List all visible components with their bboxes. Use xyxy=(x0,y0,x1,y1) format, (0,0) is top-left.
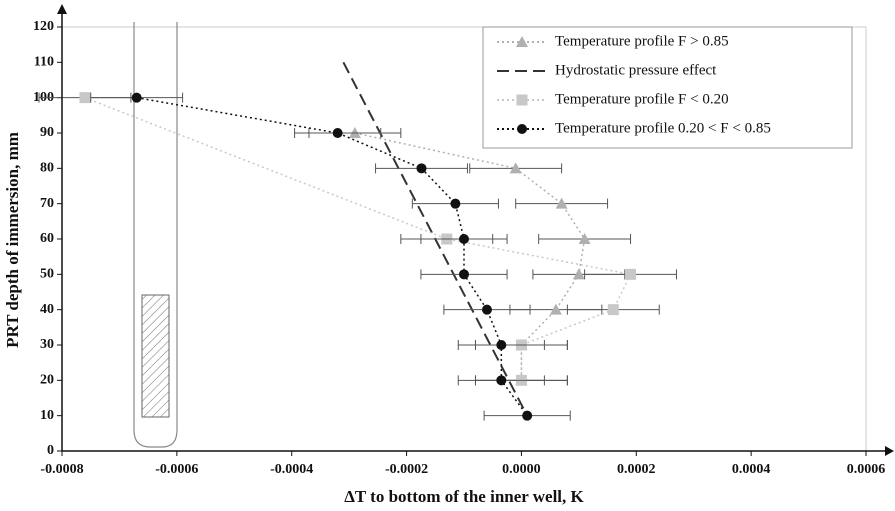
y-tick-label: 50 xyxy=(40,267,54,282)
legend-label: Hydrostatic pressure effect xyxy=(555,62,717,78)
point xyxy=(555,197,568,209)
point xyxy=(79,92,91,104)
series xyxy=(308,127,632,386)
point xyxy=(516,94,528,106)
legend: Temperature profile F > 0.85 Hydrostatic … xyxy=(497,33,771,136)
y-tick-label: 30 xyxy=(40,337,54,352)
point xyxy=(516,36,528,47)
sensor xyxy=(141,294,170,418)
point xyxy=(459,234,469,244)
plot xyxy=(38,61,677,421)
x-tick-label: -0.0008 xyxy=(40,462,83,477)
y-tick-label: 90 xyxy=(40,125,54,140)
y-tick-label: 120 xyxy=(33,19,54,34)
y-tick-label: 0 xyxy=(47,443,54,458)
point xyxy=(332,128,343,138)
point xyxy=(496,340,507,350)
grid: -0.0008 -0.0006 -0.0004 -0.0002 0.0000 0.0002… xyxy=(33,19,885,477)
y-arrow xyxy=(57,4,67,14)
y-tick-label: 20 xyxy=(40,373,54,388)
legend-label: Temperature profile F < 0.20 xyxy=(555,91,729,107)
point xyxy=(625,268,637,280)
point xyxy=(578,233,591,244)
x-tick-label: 0.0006 xyxy=(847,462,886,477)
y-tick-label: 60 xyxy=(40,231,54,246)
point xyxy=(517,124,527,134)
y-tick-label: 70 xyxy=(40,196,54,211)
x-tick-label: 0.0004 xyxy=(732,462,771,477)
point xyxy=(509,162,522,174)
y-tick-label: 40 xyxy=(40,302,54,317)
x-tick-label: -0.0002 xyxy=(385,462,428,477)
point xyxy=(131,92,142,103)
point xyxy=(607,304,619,316)
series xyxy=(90,92,571,421)
point xyxy=(496,375,507,386)
y-tick-label: 80 xyxy=(40,161,54,176)
x-tick-label: 0.0002 xyxy=(617,462,656,477)
point xyxy=(459,269,469,280)
inner-well xyxy=(133,22,178,448)
legend-label: Temperature profile F > 0.85 xyxy=(555,33,729,49)
y-tick-label: 10 xyxy=(40,408,54,423)
point xyxy=(549,303,562,315)
x-arrow xyxy=(885,446,894,456)
x-axis-label: ΔT to bottom of the inner well, K xyxy=(344,487,584,506)
x-tick-label: -0.0006 xyxy=(155,462,198,477)
legend-box xyxy=(482,26,853,149)
point xyxy=(572,268,585,280)
point xyxy=(450,198,461,209)
y-tick-label: 110 xyxy=(34,55,54,70)
series-line xyxy=(136,96,528,417)
series-line xyxy=(84,96,632,381)
x-tick-label: 0.0000 xyxy=(502,462,541,477)
x-tick-label: -0.0004 xyxy=(270,462,313,477)
point xyxy=(481,304,492,315)
y-axis-label: PRT depth of immersion, mm xyxy=(3,132,22,348)
point xyxy=(522,410,533,421)
point xyxy=(416,163,427,174)
legend-label: Temperature profile 0.20 < F < 0.85 xyxy=(555,120,771,136)
